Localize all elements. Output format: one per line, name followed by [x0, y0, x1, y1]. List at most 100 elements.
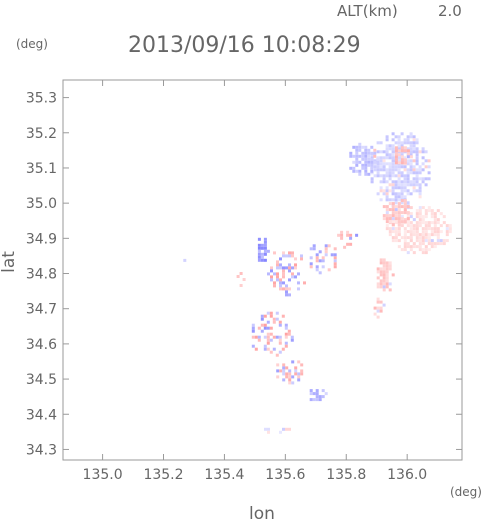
echo-pixel	[397, 180, 401, 184]
echo-pixel	[288, 372, 292, 376]
echo-pixel	[442, 215, 446, 219]
echo-region	[236, 272, 246, 287]
echo-pixel	[382, 205, 386, 209]
echo-pixel	[388, 217, 392, 221]
echo-pixel	[418, 242, 422, 246]
echo-pixel	[421, 162, 425, 166]
echo-pixel	[330, 253, 334, 257]
echo-pixel	[382, 214, 386, 218]
echo-pixel	[415, 221, 419, 225]
echo-pixel	[382, 217, 386, 221]
echo-pixel	[403, 199, 407, 203]
echo-pixel	[263, 335, 267, 339]
echo-pixel	[385, 208, 389, 212]
echo-pixel	[376, 150, 380, 154]
echo-pixel	[288, 263, 291, 267]
echo-pixel	[403, 227, 407, 231]
echo-pixel	[355, 151, 359, 155]
echo-pixel	[382, 174, 386, 178]
echo-pixel	[403, 239, 407, 243]
echo-pixel	[349, 242, 353, 246]
echo-pixel	[309, 398, 313, 402]
echo-pixel	[430, 227, 434, 231]
echo-pixel	[276, 260, 279, 264]
echo-pixel	[394, 174, 398, 178]
echo-pixel	[333, 262, 337, 266]
echo-pixel	[385, 217, 389, 221]
echo-pixel	[349, 151, 353, 155]
echo-pixel	[327, 244, 331, 248]
echo-pixel	[427, 206, 431, 210]
echo-pixel	[403, 156, 407, 160]
echo-pixel	[370, 166, 374, 170]
echo-pixel	[388, 162, 392, 166]
echo-pixel	[300, 363, 304, 367]
echo-pixel	[291, 254, 294, 258]
echo-pixel	[361, 145, 365, 149]
echo-pixel	[406, 159, 410, 163]
y-tick-label: 35.1	[26, 161, 57, 177]
echo-pixel	[282, 272, 285, 276]
echo-pixel	[388, 156, 392, 160]
echo-pixel	[284, 332, 288, 336]
echo-pixel	[424, 224, 428, 228]
echo-pixel	[421, 233, 425, 237]
echo-pixel	[269, 311, 273, 315]
echo-pixel	[278, 350, 282, 354]
echo-pixel	[412, 147, 416, 151]
echo-pixel	[379, 306, 383, 310]
echo-pixel	[400, 141, 404, 145]
echo-pixel	[409, 162, 413, 166]
echo-pixel	[391, 211, 395, 215]
echo-pixel	[376, 306, 380, 310]
echo-pixel	[373, 312, 377, 316]
echo-pixel	[421, 251, 425, 255]
x-tick-label: 136.0	[387, 467, 427, 483]
echo-pixel	[282, 369, 286, 373]
echo-pixel	[370, 180, 374, 184]
echo-pixel	[321, 389, 325, 393]
echo-pixel	[415, 245, 419, 249]
echo-pixel	[379, 198, 383, 202]
echo-pixel	[388, 264, 392, 268]
echo-pixel	[421, 239, 425, 243]
echo-pixel	[388, 267, 392, 271]
echo-pixel	[415, 233, 419, 237]
echo-pixel	[376, 160, 380, 164]
echo-pixel	[373, 168, 377, 172]
echo-pixel	[294, 266, 297, 270]
echo-pixel	[400, 174, 404, 178]
echo-pixel	[433, 215, 437, 219]
echo-pixel	[291, 360, 295, 364]
echo-pixel	[409, 233, 413, 237]
echo-pixel	[418, 224, 422, 228]
echo-pixel	[403, 248, 407, 252]
x-axis-unit: (deg)	[450, 485, 482, 499]
echo-pixel	[424, 251, 428, 255]
echo-pixel	[385, 220, 389, 224]
echo-pixel	[397, 227, 401, 231]
echo-pixel	[391, 236, 395, 240]
echo-pixel	[263, 237, 267, 241]
echo-pixel	[424, 239, 428, 243]
echo-pixel	[285, 366, 289, 370]
echo-pixel	[263, 344, 267, 348]
echo-pixel	[436, 218, 440, 222]
echo-pixel	[291, 375, 295, 379]
echo-pixel	[239, 272, 243, 275]
echo-pixel	[448, 230, 452, 234]
echo-pixel	[391, 223, 395, 227]
echo-pixel	[364, 163, 368, 167]
echo-pixel	[379, 141, 383, 145]
echo-pixel	[315, 398, 319, 402]
echo-pixel	[318, 395, 322, 399]
echo-region	[337, 230, 359, 249]
echo-pixel	[433, 227, 437, 231]
echo-pixel	[358, 154, 362, 158]
echo-pixel	[309, 389, 313, 393]
echo-pixel	[300, 369, 304, 373]
echo-pixel	[412, 180, 416, 184]
echo-pixel	[367, 154, 371, 158]
echo-pixel	[415, 230, 419, 234]
